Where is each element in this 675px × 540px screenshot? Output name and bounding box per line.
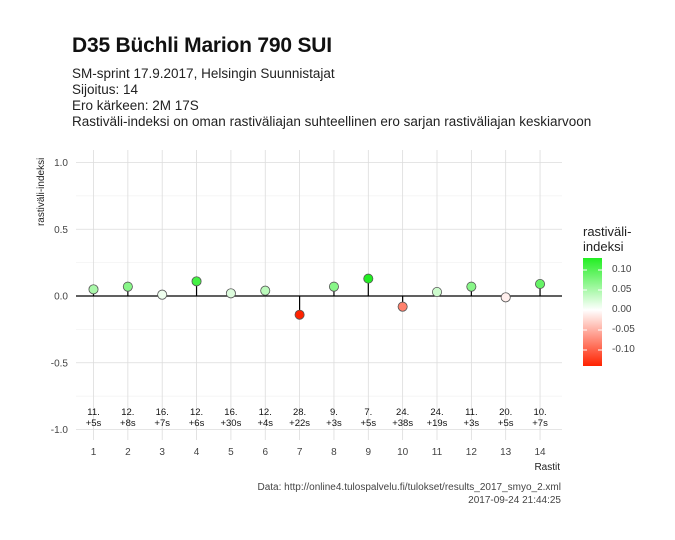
time-delta-label: +4s bbox=[257, 418, 273, 429]
x-tick-label: 1 bbox=[91, 447, 97, 458]
y-tick-label: 0.5 bbox=[54, 225, 68, 236]
legend-tick-label: -0.05 bbox=[612, 324, 635, 335]
subtitle-gap: Ero kärkeen: 2M 17S bbox=[72, 98, 199, 113]
rank-label: 9. bbox=[330, 407, 338, 418]
timestamp-caption: 2017-09-24 21:44:25 bbox=[468, 495, 561, 506]
chart-title: D35 Büchli Marion 790 SUI bbox=[72, 34, 332, 57]
x-tick-label: 3 bbox=[159, 447, 165, 458]
data-point bbox=[122, 281, 133, 292]
time-delta-label: +6s bbox=[189, 418, 205, 429]
time-delta-label: +3s bbox=[326, 418, 342, 429]
rank-label: 12. bbox=[190, 407, 203, 418]
time-delta-label: +7s bbox=[154, 418, 170, 429]
rank-label: 28. bbox=[293, 407, 306, 418]
time-delta-label: +5s bbox=[498, 418, 514, 429]
x-tick-label: 10 bbox=[397, 447, 409, 458]
data-point bbox=[191, 276, 202, 287]
data-point bbox=[157, 289, 168, 300]
x-tick-label: 8 bbox=[331, 447, 337, 458]
legend-title-line2: indeksi bbox=[583, 239, 624, 254]
time-delta-label: +22s bbox=[289, 418, 310, 429]
time-delta-label: +30s bbox=[220, 418, 241, 429]
x-tick-label: 13 bbox=[500, 447, 512, 458]
x-tick-label: 7 bbox=[297, 447, 303, 458]
x-tick-label: 5 bbox=[228, 447, 234, 458]
time-delta-label: +3s bbox=[464, 418, 480, 429]
data-point bbox=[225, 288, 236, 299]
x-tick-label: 12 bbox=[466, 447, 478, 458]
data-point bbox=[328, 281, 339, 292]
legend-tick-label: 0.05 bbox=[612, 284, 632, 295]
legend-title-line1: rastiväli- bbox=[583, 224, 632, 239]
rank-label: 11. bbox=[465, 407, 478, 418]
rank-label: 16. bbox=[156, 407, 169, 418]
x-tick-label: 2 bbox=[125, 447, 131, 458]
x-tick-label: 11 bbox=[432, 447, 443, 458]
data-point bbox=[397, 301, 408, 312]
rank-label: 12. bbox=[121, 407, 134, 418]
x-tick-label: 6 bbox=[262, 447, 268, 458]
subtitle-description: Rastiväli-indeksi on oman rastiväliajan … bbox=[72, 114, 592, 129]
rank-label: 16. bbox=[224, 407, 237, 418]
x-tick-label: 4 bbox=[194, 447, 200, 458]
time-delta-label: +38s bbox=[392, 418, 413, 429]
rank-label: 24. bbox=[430, 407, 443, 418]
time-delta-label: +8s bbox=[120, 418, 136, 429]
rank-label: 12. bbox=[259, 407, 272, 418]
data-point bbox=[88, 284, 99, 295]
rank-label: 10. bbox=[533, 407, 546, 418]
time-delta-label: +5s bbox=[361, 418, 377, 429]
legend-colorbar bbox=[583, 258, 602, 366]
subtitle-event: SM-sprint 17.9.2017, Helsingin Suunnista… bbox=[72, 66, 335, 81]
y-tick-label: 1.0 bbox=[54, 158, 68, 169]
rank-label: 20. bbox=[499, 407, 512, 418]
legend-title: rastiväli- indeksi bbox=[583, 224, 653, 254]
time-delta-label: +5s bbox=[86, 418, 102, 429]
y-axis-title: rastiväli-indeksi bbox=[36, 158, 47, 226]
x-axis-title: Rastit bbox=[534, 462, 560, 473]
data-point bbox=[431, 286, 442, 297]
data-point bbox=[535, 278, 546, 289]
rank-label: 24. bbox=[396, 407, 409, 418]
data-point bbox=[363, 273, 374, 284]
legend-tick-label: -0.10 bbox=[612, 344, 635, 355]
x-tick-label: 9 bbox=[366, 447, 372, 458]
data-point bbox=[466, 281, 477, 292]
data-point bbox=[294, 309, 305, 320]
legend-tick-label: 0.10 bbox=[612, 264, 632, 275]
data-point bbox=[260, 285, 271, 296]
y-tick-label: -1.0 bbox=[51, 425, 69, 436]
y-tick-label: 0.0 bbox=[54, 292, 68, 303]
y-tick-label: -0.5 bbox=[51, 358, 69, 369]
data-source-caption: Data: http://online4.tulospalvelu.fi/tul… bbox=[257, 482, 561, 493]
subtitle-placement: Sijoitus: 14 bbox=[72, 82, 139, 97]
time-delta-label: +7s bbox=[532, 418, 548, 429]
rank-label: 7. bbox=[364, 407, 372, 418]
rank-label: 11. bbox=[87, 407, 100, 418]
data-point bbox=[500, 292, 511, 303]
x-tick-label: 14 bbox=[534, 447, 546, 458]
legend-tick-label: 0.00 bbox=[612, 304, 632, 315]
time-delta-label: +19s bbox=[427, 418, 448, 429]
